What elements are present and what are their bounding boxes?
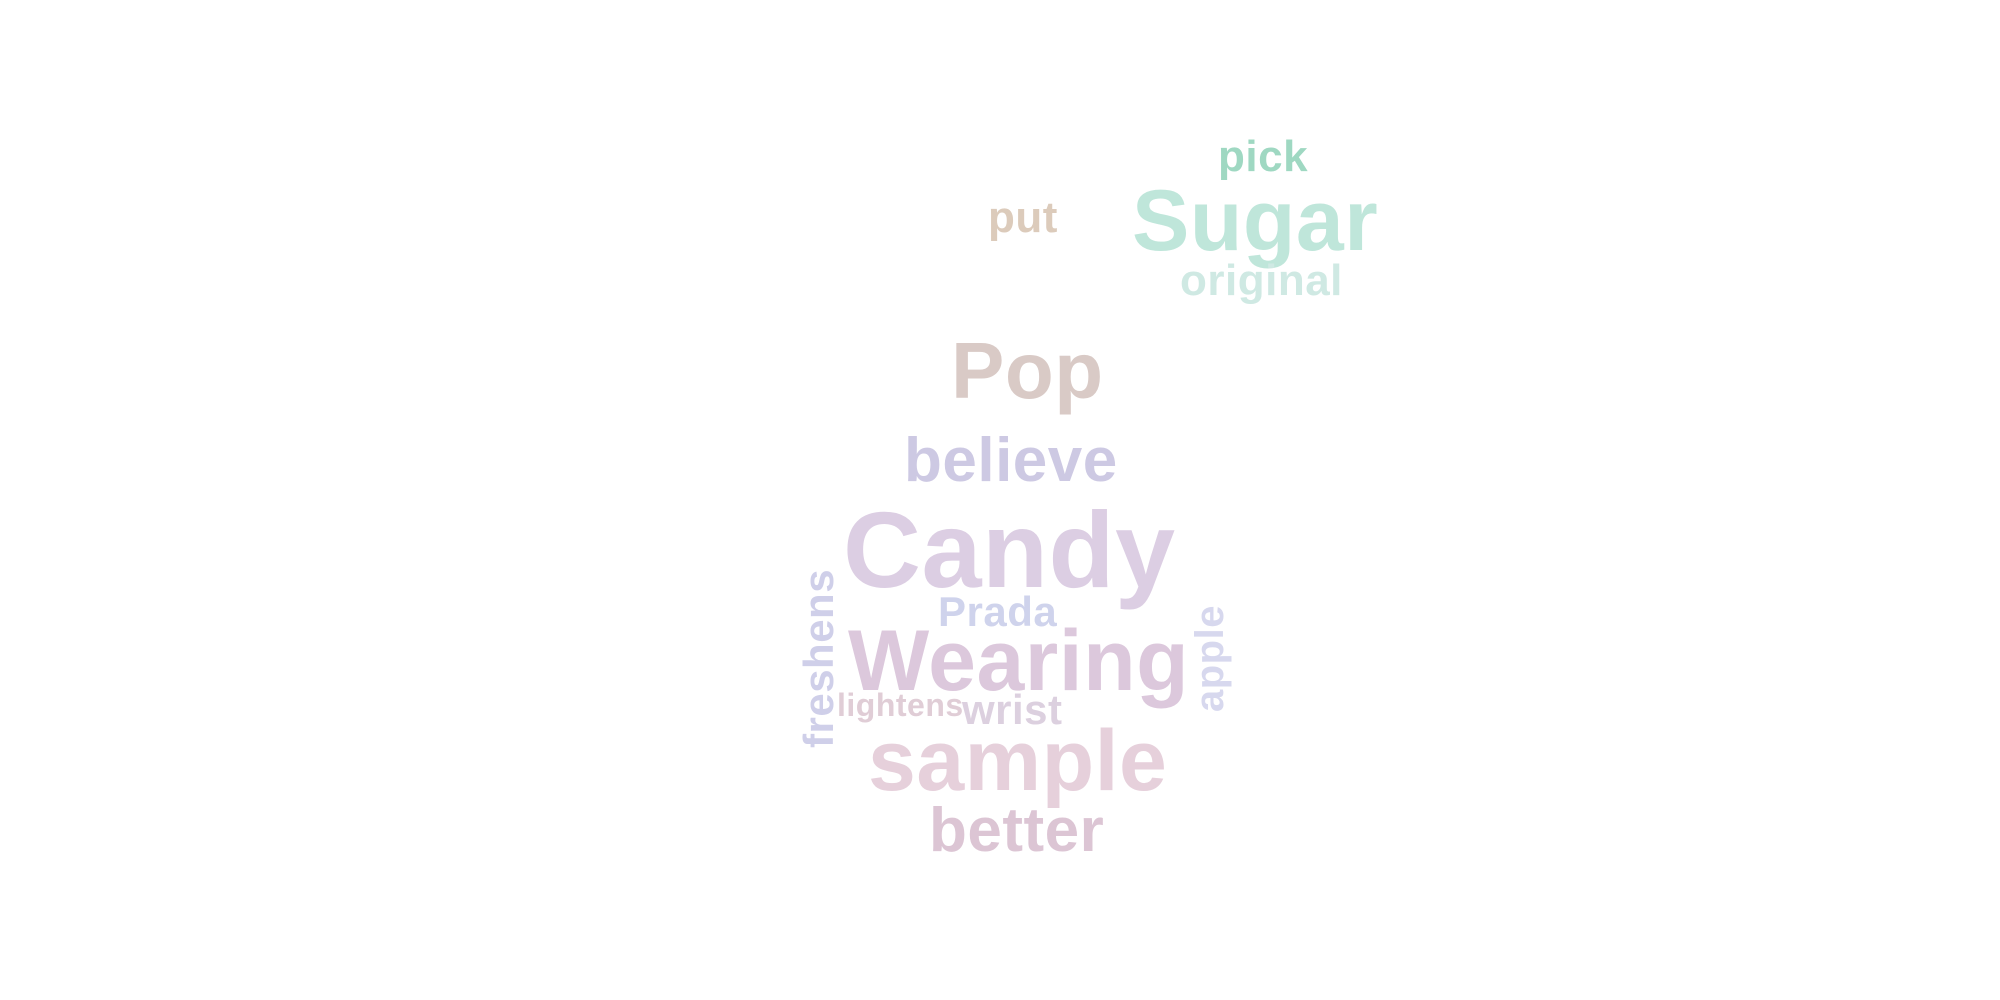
word-believe: believe: [904, 426, 1118, 495]
word-pick: pick: [1218, 132, 1309, 181]
word-lightens: lightens: [837, 687, 964, 723]
word-original: original: [1180, 256, 1343, 305]
word-put: put: [988, 193, 1058, 242]
word-sample: sample: [868, 713, 1168, 809]
word-candy: Candy: [843, 489, 1176, 610]
word-sugar: Sugar: [1132, 173, 1379, 269]
word-prada: Prada: [938, 588, 1058, 635]
word-apple: apple: [1188, 605, 1232, 712]
word-pop: Pop: [951, 326, 1104, 415]
word-wrist: wrist: [962, 686, 1063, 733]
word-better: better: [929, 796, 1105, 865]
word-freshens: freshens: [795, 568, 842, 748]
word-wearing: Wearing: [848, 613, 1190, 709]
